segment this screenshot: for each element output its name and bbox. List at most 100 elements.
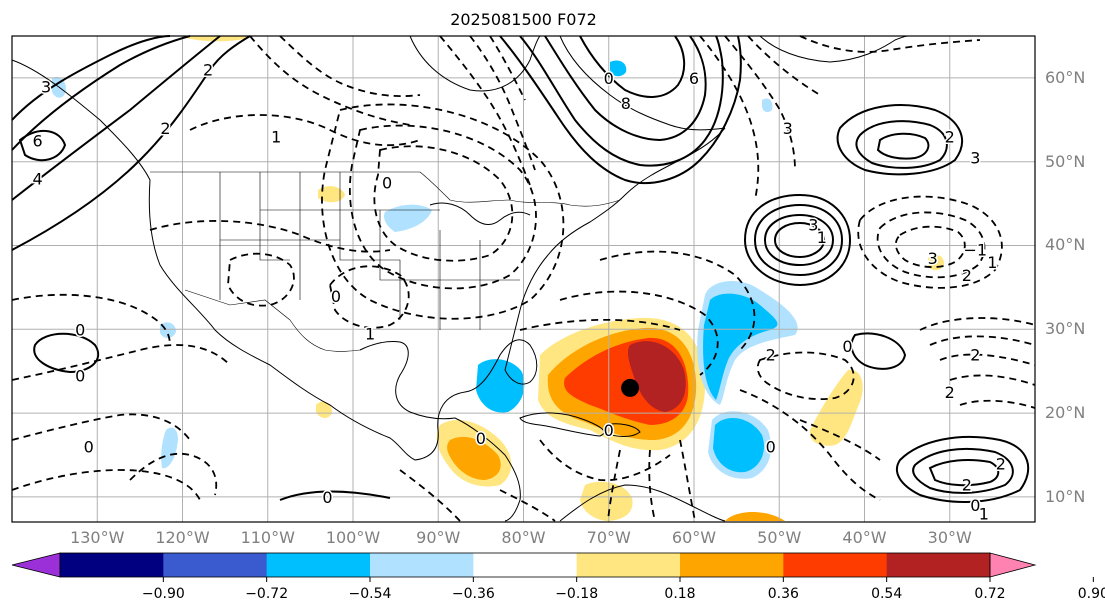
contour-value-label: 2 — [945, 128, 955, 147]
colorbar — [11, 552, 1094, 582]
contour-value-label: 1 — [817, 228, 827, 247]
colorbar-bin — [370, 553, 474, 577]
contour-value-label: 0 — [331, 287, 341, 306]
contour-pos-17 — [895, 435, 1030, 503]
contour-pos-18 — [912, 447, 1014, 494]
contour-value-label: 2 — [996, 454, 1006, 473]
coastline-great-lakes — [429, 202, 531, 226]
contour-neg-17 — [489, 35, 526, 101]
warm-region-small-2 — [318, 186, 345, 203]
contour-value-label: 6 — [689, 69, 699, 88]
colorbar-bin — [783, 553, 888, 577]
contour-value-label: 0 — [75, 320, 85, 339]
latitude-label: 40°N — [1045, 235, 1086, 255]
contour-value-label: 6 — [32, 132, 42, 151]
border-us-mexico — [184, 289, 361, 352]
colorbar-frame — [59, 552, 991, 578]
contour-neg-14 — [321, 103, 565, 320]
contour-value-label: 2 — [945, 383, 955, 402]
longitude-label: 30°W — [927, 528, 972, 547]
contour-pos-20 — [33, 332, 100, 374]
colorbar-tick-label: 0.72 — [974, 586, 1006, 602]
contour-neg-6 — [11, 344, 231, 381]
colorbar-tick-label: 0.18 — [664, 586, 696, 602]
contour-neg-26 — [929, 335, 1036, 346]
colorbar-tick-label: −0.18 — [555, 586, 599, 602]
contour-pos-1 — [11, 35, 171, 121]
contour-neg-32 — [519, 318, 681, 331]
longitude-label: 110°W — [240, 528, 295, 547]
contour-pos-7 — [519, 35, 724, 167]
longitude-label: 90°W — [416, 528, 461, 547]
contour-value-label: 0 — [84, 438, 94, 457]
contour-value-label: 3 — [808, 216, 818, 235]
contour-pos-13 — [743, 193, 852, 287]
contour-pos-11 — [855, 120, 948, 169]
coastline-gulf — [414, 339, 538, 461]
contour-pos-2 — [11, 35, 191, 151]
warm-region-small-1 — [316, 401, 332, 418]
contour-neg-21 — [799, 35, 981, 53]
coastline-hudson — [409, 35, 541, 92]
contour-neg-27 — [939, 353, 1036, 366]
contour-neg-8 — [11, 469, 201, 501]
contour-value-label: 3 — [928, 249, 938, 268]
contour-neg-33 — [539, 439, 671, 482]
map-title: 2025081500 F072 — [450, 10, 597, 29]
cool-region-east — [703, 293, 778, 400]
longitude-label: 100°W — [325, 528, 381, 547]
contour-neg-28 — [949, 374, 1036, 386]
latitude-label: 50°N — [1045, 151, 1086, 171]
contour-pos-19 — [928, 459, 1000, 487]
longitude-label: 50°W — [757, 528, 802, 547]
colorbar-tick-label: −0.54 — [348, 586, 392, 602]
colorbar-bin — [473, 553, 578, 577]
contour-value-label: 8 — [621, 94, 631, 113]
contour-pos-12 — [876, 132, 930, 160]
colorbar-tick-label: −0.90 — [141, 586, 185, 602]
contour-value-label: 1 — [987, 253, 997, 272]
contour-neg-7 — [11, 413, 191, 441]
contour-value-label: 0 — [322, 488, 332, 507]
border-state-2 — [259, 172, 290, 261]
contour-value-label: 2 — [203, 61, 213, 80]
coastline-greenland — [759, 35, 909, 63]
warm-region-bottom — [725, 511, 785, 521]
contour-pos-14 — [753, 203, 844, 277]
contour-neg-19 — [724, 35, 796, 171]
coastline-mexico-gulf — [359, 341, 456, 420]
contour-neg-12 — [373, 145, 514, 262]
contour-pos-15 — [763, 213, 835, 267]
longitude-label: 80°W — [501, 528, 546, 547]
cool-region-lakes — [384, 204, 432, 232]
contour-value-label: 1 — [365, 324, 375, 343]
latitude-label: 60°N — [1045, 67, 1086, 87]
coastline-hispaniola — [604, 423, 641, 437]
coastline-labrador — [559, 35, 726, 131]
contour-neg-37 — [756, 351, 855, 401]
contour-neg-15 — [439, 35, 531, 186]
colorbar-tick-label: −0.36 — [451, 586, 495, 602]
cool-region-pacific-south — [161, 427, 178, 469]
contour-value-label: 2 — [970, 345, 980, 364]
longitude-label: 70°W — [586, 528, 631, 547]
cool-region-canada — [610, 60, 627, 77]
warm-region-east — [809, 369, 863, 446]
longitude-label: 130°W — [70, 528, 125, 547]
latitude-label: 20°N — [1045, 403, 1086, 423]
contour-value-label: 2 — [160, 119, 170, 138]
colorbar-tick-label: 0.36 — [767, 586, 799, 602]
cool-region-southeast — [713, 417, 765, 473]
contour-value-label: 1 — [271, 128, 281, 147]
colorbar-extend-low — [11, 552, 61, 578]
contour-neg-10 — [227, 252, 295, 307]
map-frame — [11, 35, 1036, 523]
contour-value-label: 0 — [970, 496, 980, 515]
contour-pos-5 — [18, 130, 67, 162]
shaded-anomaly-fields — [52, 36, 945, 521]
contour-value-label: 3 — [41, 77, 51, 96]
contour-neg-30 — [599, 250, 756, 351]
storm-center-marker — [621, 378, 640, 397]
